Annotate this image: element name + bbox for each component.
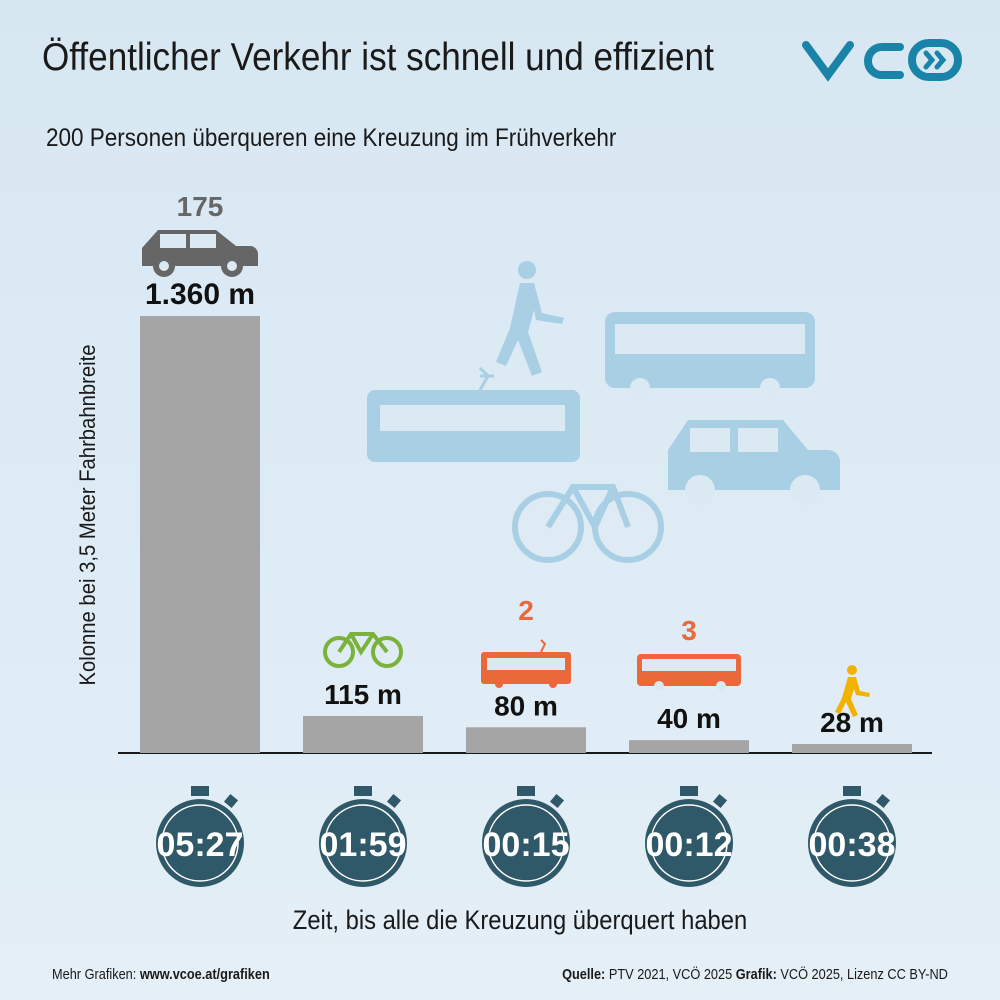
stopwatch-icon: [482, 786, 570, 887]
value-label: 115 m: [324, 679, 402, 710]
bus-illustration-icon: [605, 312, 815, 398]
bus-icon: [637, 654, 741, 691]
source-label: Quelle:: [562, 966, 606, 983]
vco-logo: [802, 39, 962, 82]
pedestrian-illustration-icon: [496, 261, 564, 376]
value-label: 1.360 m: [145, 278, 255, 311]
graphic-label: Grafik:: [735, 966, 777, 983]
stopwatch-icon: [156, 786, 244, 887]
source: PTV 2021, VCÖ 2025: [608, 966, 733, 983]
value-label: 40 m: [657, 703, 721, 734]
time-label: 01:59: [320, 826, 407, 864]
time-label: 00:12: [646, 826, 733, 864]
vehicle-count: 3: [681, 615, 697, 646]
background-illustrations: [367, 261, 840, 563]
more-link[interactable]: www.vcoe.at/grafiken: [139, 966, 270, 983]
vehicle-count: 175: [177, 191, 224, 222]
page-title: Öffentlicher Verkehr ist schnell und eff…: [42, 36, 714, 79]
stopwatch-icon: [808, 786, 896, 887]
bar-bicycle: [303, 716, 423, 753]
car-icon: [142, 230, 258, 277]
bar-pedestrian: [792, 744, 912, 753]
more-label: Mehr Grafiken:: [52, 966, 137, 983]
subtitle: 200 Personen überqueren eine Kreuzung im…: [46, 124, 617, 152]
x-axis-label: Zeit, bis alle die Kreuzung überquert ha…: [292, 905, 748, 935]
graphic-credit: VCÖ 2025, Lizenz CC BY-ND: [780, 966, 948, 983]
time-label: 00:15: [483, 826, 570, 864]
tram-icon: [481, 639, 571, 688]
tram-illustration-icon: [367, 366, 580, 462]
stopwatch-icon: [645, 786, 733, 887]
bicycle-illustration-icon: [512, 484, 664, 563]
footer-source: Quelle: PTV 2021, VCÖ 2025 Grafik: VCÖ 2…: [562, 966, 948, 983]
bar-car: [140, 316, 260, 753]
value-label: 80 m: [494, 690, 558, 721]
bar-bus: [629, 740, 749, 753]
time-label: 00:38: [809, 826, 896, 864]
pedestrian-icon: [835, 665, 870, 717]
vehicle-count: 2: [518, 595, 534, 626]
footer-more: Mehr Grafiken: www.vcoe.at/grafiken: [52, 966, 270, 983]
bar-tram: [466, 727, 586, 753]
bicycle-icon: [323, 632, 403, 668]
time-label: 05:27: [157, 826, 244, 864]
car-illustration-icon: [668, 420, 840, 505]
stopwatch-icon: [319, 786, 407, 887]
